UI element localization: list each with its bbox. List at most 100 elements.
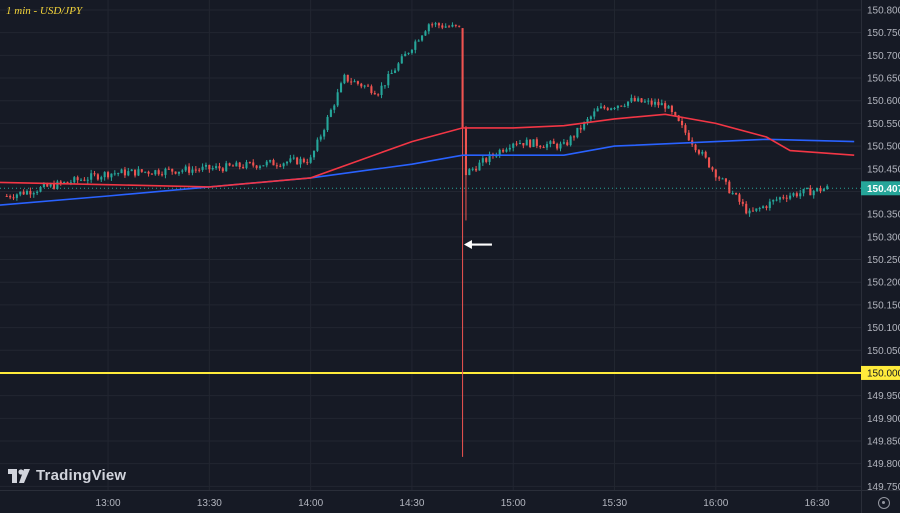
candle-body [701,151,704,154]
candle-body [775,199,778,201]
time-tick-label: 16:00 [703,498,728,509]
candle-body [123,169,126,176]
candle-body [323,130,326,137]
candle-body [46,183,49,187]
candle-body [525,139,528,146]
price-tick-label: 149.750 [867,482,900,493]
candle-body [552,141,555,144]
price-tick-label: 149.800 [867,459,900,470]
candle-body [120,169,123,174]
candle-body [805,187,809,189]
tradingview-logo-icon [8,468,30,483]
candle-body [49,183,52,187]
price-tick-label: 150.350 [867,210,900,221]
price-tick-label: 150.600 [867,96,900,107]
level-lines [0,187,861,374]
candle-body [390,72,393,74]
last-price-tag [861,181,900,196]
candle-body [86,179,89,181]
candle-body [312,150,316,158]
candle-body [208,164,211,170]
candle-body [252,162,255,166]
candle-body [657,101,660,106]
candle-body [583,122,586,130]
brand-name: TradingView [36,467,127,484]
candle-body [19,191,22,195]
candle-body [674,111,677,116]
candle-body [262,165,265,167]
candle-body [653,101,657,105]
candle-body [52,183,56,189]
candle-body [181,170,184,172]
candle-body [309,157,312,163]
price-tick-label: 150.800 [867,5,900,16]
candle-body [566,142,569,146]
candle-body [718,177,721,179]
candle-body [809,187,812,196]
candle-body [147,171,150,174]
candle-body [518,143,522,145]
candle-body [799,193,802,197]
candle-body [225,163,228,172]
candle-body [778,197,782,200]
candle-body [694,144,697,151]
level-price-tag [861,365,900,380]
candle-body [684,125,687,133]
price-tick-label: 150.750 [867,28,900,39]
candle-body [431,24,434,26]
candle-body [360,83,363,87]
time-tick-label: 13:00 [96,498,121,509]
candle-body [76,177,79,181]
candle-body [157,170,160,175]
candle-body [289,158,292,162]
candle-body [464,127,467,176]
candle-body [616,105,619,108]
candle-body [593,111,596,117]
candle-body [437,23,440,26]
candle-body [204,164,208,167]
candle-body [643,101,646,103]
candle-body [22,191,25,195]
tradingview-logo: TradingView [8,467,126,484]
candle-body [164,168,167,175]
candle-body [66,181,69,183]
candle-body [194,169,197,171]
grid [0,0,861,490]
candle-body [353,81,356,83]
moving-averages [0,113,855,206]
candle-body [762,206,765,209]
candle-body [282,163,285,167]
candle-body [319,136,322,140]
candle-body [373,93,376,95]
candle-body [620,105,623,107]
candle-body [664,103,667,109]
candle-body [117,173,120,175]
candle-body [93,173,96,175]
candle-body [25,190,29,195]
price-tick-label: 149.950 [867,391,900,402]
candle-body [755,208,758,211]
candle-body [576,127,579,138]
candle-body [370,86,373,94]
time-tick-label: 14:00 [298,498,323,509]
candle-body [461,28,464,128]
candle-body [39,187,42,192]
candle-body [589,116,592,120]
candle-body [758,208,761,210]
candle-body [242,166,245,168]
candle-body [795,193,798,197]
candle-body [184,166,187,171]
candle-body [738,194,741,202]
candle-body [137,169,140,176]
candle-body [218,166,221,169]
candle-body [292,157,295,159]
candle-body [144,171,147,173]
time-tick-label: 16:30 [805,498,830,509]
candle-body [488,154,491,162]
gear-icon[interactable] [878,497,890,509]
candle-body [745,203,748,214]
price-tick-label: 150.700 [867,51,900,62]
candle-body [512,143,515,148]
candle-body [660,103,663,106]
